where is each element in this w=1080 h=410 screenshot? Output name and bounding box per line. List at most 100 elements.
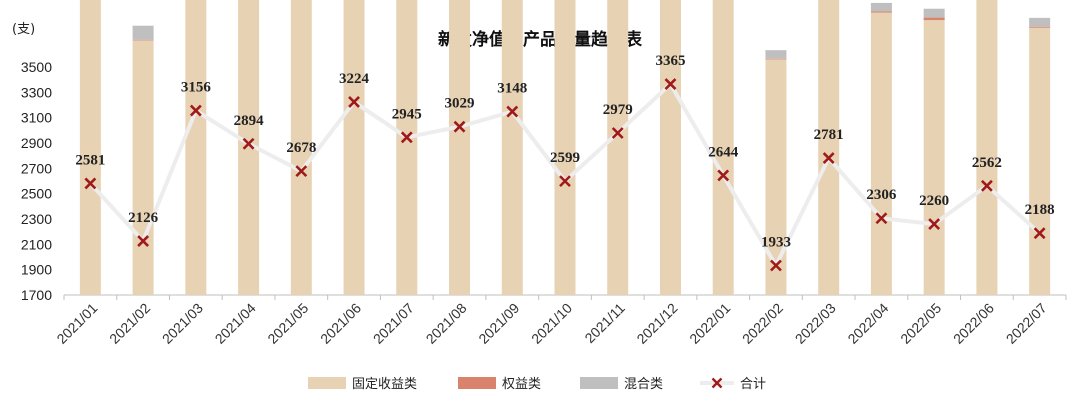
legend: 固定收益类 权益类 混合类 合计	[308, 376, 766, 392]
bar-segment	[185, 0, 207, 296]
x-tick-label: 2022/05	[897, 300, 944, 347]
legend-label: 合计	[740, 377, 766, 392]
total-marker	[611, 127, 624, 139]
marker-stroke	[559, 175, 571, 188]
data-label: 3156	[181, 80, 212, 96]
total-line-series	[84, 78, 1046, 272]
total-marker	[400, 131, 413, 144]
y-axis: 1700 1900 2100 2300 2500 2700 2900 3100 3300 3500	[21, 59, 52, 303]
data-label: 2894	[234, 113, 265, 129]
bar-segment	[132, 40, 154, 296]
data-label: 2979	[603, 102, 633, 118]
bar-segment	[1029, 26, 1051, 28]
bar-segment	[290, 0, 312, 296]
y-tick-label: 2900	[21, 135, 52, 151]
data-labels: 2581 2126 3156 2894 2678 3224 2945 3029 3148 2599…	[75, 53, 1054, 250]
bar-segment	[1029, 17, 1051, 27]
y-tick-label: 3500	[21, 59, 52, 75]
data-label: 1933	[761, 234, 791, 250]
marker-stroke	[717, 169, 730, 182]
bar-segment	[343, 0, 365, 296]
total-marker	[453, 120, 466, 133]
legend-swatch	[308, 377, 346, 389]
bar-segment	[396, 0, 418, 295]
x-tick-label: 2021/11	[581, 300, 628, 347]
x-tick-label: 2021/05	[264, 300, 311, 347]
bar-segment	[923, 17, 945, 21]
y-tick-label: 2300	[21, 211, 52, 227]
bar-segment	[659, 0, 681, 295]
legend-swatch	[458, 377, 496, 389]
marker-stroke	[453, 120, 466, 133]
bar-segment	[923, 8, 945, 18]
total-marker	[242, 137, 255, 150]
bar-segment	[765, 58, 787, 60]
total-marker	[717, 169, 730, 182]
total-marker	[980, 179, 993, 192]
marker-stroke	[400, 131, 413, 144]
x-tick-label: 2022/01	[686, 300, 733, 347]
x-tick-label: 2022/03	[792, 300, 839, 347]
bar-segment	[132, 25, 154, 40]
total-marker	[875, 212, 888, 225]
x-tick-label: 2021/04	[212, 300, 259, 347]
marker-stroke	[295, 165, 308, 178]
marker-stroke	[928, 218, 941, 230]
legend-item: 混合类	[580, 377, 663, 392]
total-marker	[1033, 227, 1046, 240]
data-label: 2599	[550, 150, 580, 166]
data-label: 2581	[75, 152, 105, 168]
x-tick-label: 2022/07	[1003, 300, 1050, 347]
y-tick-label: 3300	[21, 84, 52, 100]
legend-item: 合计	[700, 377, 766, 392]
data-label: 2306	[866, 187, 897, 203]
total-marker	[928, 218, 941, 230]
marker-stroke	[664, 78, 677, 91]
y-tick-label: 1900	[21, 262, 52, 278]
marker-stroke	[84, 177, 97, 190]
y-unit-label: (支)	[12, 22, 35, 37]
marker-stroke	[242, 137, 255, 150]
marker-stroke	[875, 212, 888, 225]
bar-segment	[1029, 27, 1051, 295]
data-label: 3148	[497, 81, 527, 97]
total-marker	[84, 177, 97, 190]
marker-stroke	[1033, 227, 1046, 240]
data-label: 2945	[392, 106, 422, 122]
bar-segment	[870, 2, 892, 12]
total-marker	[664, 78, 677, 91]
legend-item: 固定收益类	[308, 377, 417, 392]
total-marker	[822, 152, 835, 164]
bar-series	[79, 0, 1051, 296]
legend-item: 权益类	[458, 376, 541, 392]
x-tick-label: 2021/02	[106, 300, 153, 347]
data-label: 3029	[445, 96, 475, 112]
bar-segment	[870, 12, 892, 296]
marker-stroke	[770, 259, 782, 272]
x-axis: 2021/01 2021/02 2021/03 2021/04 2021/05 2021/…	[53, 294, 1067, 347]
marker-stroke	[137, 235, 150, 247]
x-tick-label: 2022/04	[844, 300, 891, 347]
x-tick-label: 2021/08	[423, 300, 470, 347]
bar-segment	[501, 0, 523, 295]
x-tick-label: 2021/06	[317, 300, 364, 347]
data-label: 2678	[286, 140, 316, 156]
legend-label: 混合类	[624, 377, 663, 392]
x-tick-label: 2021/12	[633, 300, 680, 347]
marker-stroke	[189, 104, 202, 117]
total-marker	[137, 235, 150, 247]
data-label: 3224	[339, 71, 370, 87]
total-marker	[506, 105, 519, 118]
bar-segment	[923, 20, 945, 296]
legend-swatch	[580, 377, 618, 389]
y-tick-label: 1700	[21, 287, 52, 303]
total-marker	[559, 175, 571, 188]
bar-segment	[712, 0, 734, 295]
legend-label: 固定收益类	[352, 377, 417, 392]
x-tick-label: 2021/01	[53, 300, 100, 347]
data-label: 2781	[814, 127, 844, 143]
data-label: 2260	[919, 193, 949, 209]
y-tick-label: 2500	[21, 186, 52, 202]
y-tick-label: 2700	[21, 160, 52, 176]
